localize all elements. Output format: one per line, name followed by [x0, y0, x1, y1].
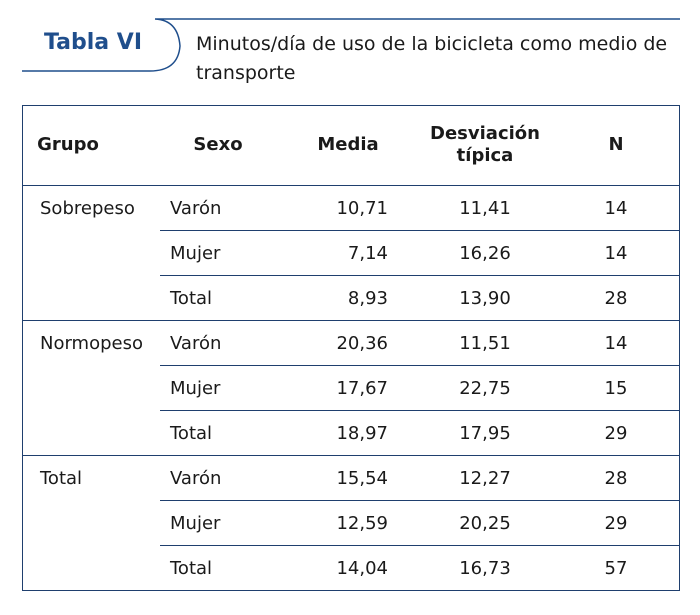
row-divider	[160, 500, 680, 501]
row-divider	[22, 455, 680, 456]
table-label: Tabla VI	[44, 30, 143, 55]
row-divider	[160, 230, 680, 231]
table-border	[22, 105, 680, 591]
table-cell: 7,14	[347, 242, 388, 264]
table-cell: 20,36	[336, 332, 388, 354]
table-cell: Total	[170, 557, 213, 579]
table-cell: 28	[604, 467, 628, 489]
table-cell: Total	[170, 422, 213, 444]
table-cell: 14	[604, 242, 628, 264]
group-name: Sobrepeso	[40, 197, 135, 219]
table-cell: 15,54	[336, 467, 388, 489]
group-name: Normopeso	[40, 332, 143, 354]
table-cell: 16,26	[459, 242, 511, 264]
table-cell: Mujer	[170, 242, 221, 264]
row-divider	[160, 275, 680, 276]
table-cell: 18,97	[336, 422, 388, 444]
table-cell: Varón	[170, 197, 222, 219]
table-cell: 14	[604, 332, 628, 354]
header-divider	[22, 185, 680, 186]
table-cell: 14,04	[336, 557, 388, 579]
column-header: Desviación típica	[430, 123, 540, 166]
column-header: N	[608, 134, 624, 155]
row-divider	[160, 545, 680, 546]
table-cell: 17,95	[459, 422, 511, 444]
table-cell: Mujer	[170, 512, 221, 534]
table-cell: 16,73	[459, 557, 511, 579]
table-cell: 15	[604, 377, 628, 399]
table-cell: 28	[604, 287, 628, 309]
table-cell: 8,93	[347, 287, 388, 309]
table-cell: 17,67	[336, 377, 388, 399]
row-divider	[160, 365, 680, 366]
table-cell: Varón	[170, 332, 222, 354]
group-name: Total	[40, 467, 83, 489]
table-cell: 11,41	[459, 197, 511, 219]
table-cell: 13,90	[459, 287, 511, 309]
column-header: Grupo	[37, 134, 99, 155]
tab-decoration	[22, 18, 680, 72]
table-cell: 29	[604, 512, 628, 534]
table-cell: 11,51	[459, 332, 511, 354]
tab-outline	[22, 18, 680, 72]
column-header: Media	[317, 134, 379, 155]
table-cell: Total	[170, 287, 213, 309]
table-cell: 12,27	[459, 467, 511, 489]
table-cell: Varón	[170, 467, 222, 489]
table-cell: 14	[604, 197, 628, 219]
column-header: Sexo	[193, 134, 243, 155]
table-title: Minutos/día de uso de la bicicleta como …	[196, 33, 668, 84]
table-cell: Mujer	[170, 377, 221, 399]
table-cell: 10,71	[336, 197, 388, 219]
table-cell: 22,75	[459, 377, 511, 399]
table-cell: 29	[604, 422, 628, 444]
row-divider	[22, 320, 680, 321]
table-cell: 12,59	[336, 512, 388, 534]
table-cell: 20,25	[459, 512, 511, 534]
table-cell: 57	[604, 557, 628, 579]
row-divider	[160, 410, 680, 411]
